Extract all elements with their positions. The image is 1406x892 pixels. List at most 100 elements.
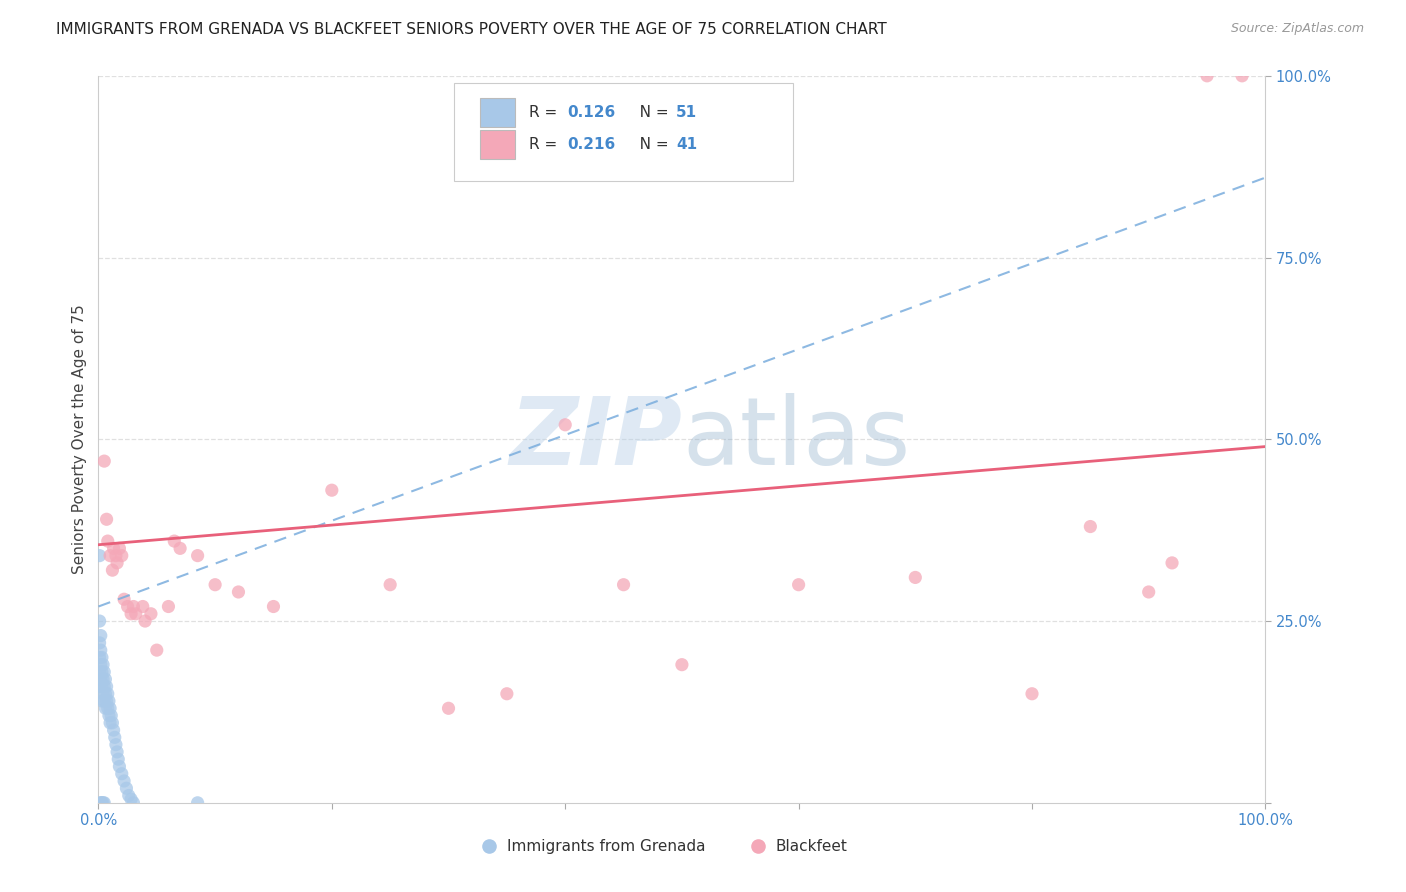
Point: [89, 614, 111, 628]
Point: [122, 599, 145, 614]
Point: [111, 549, 134, 563]
Point: [1230, 69, 1253, 83]
Point: [90, 629, 112, 643]
Point: [89, 680, 111, 694]
Point: [671, 657, 693, 672]
Point: [89, 636, 111, 650]
Point: [96, 680, 118, 694]
Point: [120, 792, 142, 806]
Point: [91, 687, 114, 701]
Text: Blackfeet: Blackfeet: [775, 838, 848, 854]
Point: [1161, 556, 1184, 570]
Text: 0.216: 0.216: [568, 137, 616, 153]
Point: [380, 578, 402, 592]
Point: [146, 643, 169, 657]
Point: [90, 657, 112, 672]
Point: [163, 534, 186, 549]
Point: [321, 483, 343, 498]
Text: Source: ZipAtlas.com: Source: ZipAtlas.com: [1230, 22, 1364, 36]
Point: [187, 549, 209, 563]
FancyBboxPatch shape: [454, 83, 793, 181]
Point: [97, 687, 120, 701]
Point: [103, 723, 125, 737]
Point: [96, 512, 118, 526]
Point: [904, 570, 927, 584]
Point: [613, 578, 636, 592]
Point: [97, 708, 120, 723]
Point: [93, 454, 115, 468]
Point: [132, 599, 155, 614]
Point: [437, 701, 460, 715]
Y-axis label: Seniors Poverty Over the Age of 75: Seniors Poverty Over the Age of 75: [72, 304, 87, 574]
Point: [122, 796, 145, 810]
Point: [91, 796, 114, 810]
Point: [120, 607, 142, 621]
FancyBboxPatch shape: [479, 97, 515, 127]
Text: ZIP: ZIP: [509, 393, 682, 485]
Point: [112, 774, 135, 789]
Point: [169, 541, 191, 556]
Point: [112, 592, 135, 607]
Text: 51: 51: [676, 104, 697, 120]
Point: [90, 796, 112, 810]
Point: [97, 701, 120, 715]
Point: [96, 694, 118, 708]
Point: [118, 789, 141, 803]
Point: [91, 657, 114, 672]
Point: [94, 701, 117, 715]
Point: [1137, 585, 1160, 599]
Point: [787, 578, 810, 592]
Point: [93, 665, 115, 679]
Point: [97, 534, 120, 549]
Point: [90, 650, 112, 665]
Point: [1195, 69, 1218, 83]
Point: [89, 650, 111, 665]
Text: N =: N =: [624, 104, 673, 120]
Point: [101, 563, 124, 577]
Point: [89, 665, 111, 679]
Point: [93, 680, 115, 694]
Point: [97, 694, 120, 708]
Point: [117, 599, 139, 614]
Point: [157, 599, 180, 614]
Point: [478, 839, 501, 854]
Point: [125, 607, 148, 621]
Point: [101, 715, 124, 730]
Point: [90, 643, 112, 657]
Point: [228, 585, 250, 599]
Point: [187, 796, 209, 810]
Point: [108, 541, 131, 556]
Text: Immigrants from Grenada: Immigrants from Grenada: [508, 838, 706, 854]
Point: [105, 556, 128, 570]
Point: [94, 672, 117, 686]
Point: [1021, 687, 1043, 701]
Point: [105, 745, 128, 759]
Point: [134, 614, 156, 628]
Point: [747, 839, 769, 854]
Point: [90, 672, 112, 686]
Point: [90, 796, 112, 810]
Point: [115, 781, 138, 796]
Text: 0.126: 0.126: [568, 104, 616, 120]
Point: [111, 766, 134, 780]
Point: [108, 759, 131, 773]
Point: [139, 607, 162, 621]
Point: [93, 694, 115, 708]
Point: [98, 549, 121, 563]
Point: [91, 672, 114, 686]
Point: [1080, 519, 1102, 533]
Point: [204, 578, 226, 592]
Point: [98, 715, 121, 730]
Point: [100, 708, 122, 723]
Point: [104, 731, 127, 745]
Text: IMMIGRANTS FROM GRENADA VS BLACKFEET SENIORS POVERTY OVER THE AGE OF 75 CORRELAT: IMMIGRANTS FROM GRENADA VS BLACKFEET SEN…: [56, 22, 887, 37]
Point: [94, 687, 117, 701]
Text: R =: R =: [529, 137, 562, 153]
Point: [90, 796, 112, 810]
Text: 41: 41: [676, 137, 697, 153]
Text: N =: N =: [624, 137, 673, 153]
Point: [90, 665, 112, 679]
Point: [262, 599, 284, 614]
Point: [107, 752, 129, 766]
Point: [104, 549, 127, 563]
